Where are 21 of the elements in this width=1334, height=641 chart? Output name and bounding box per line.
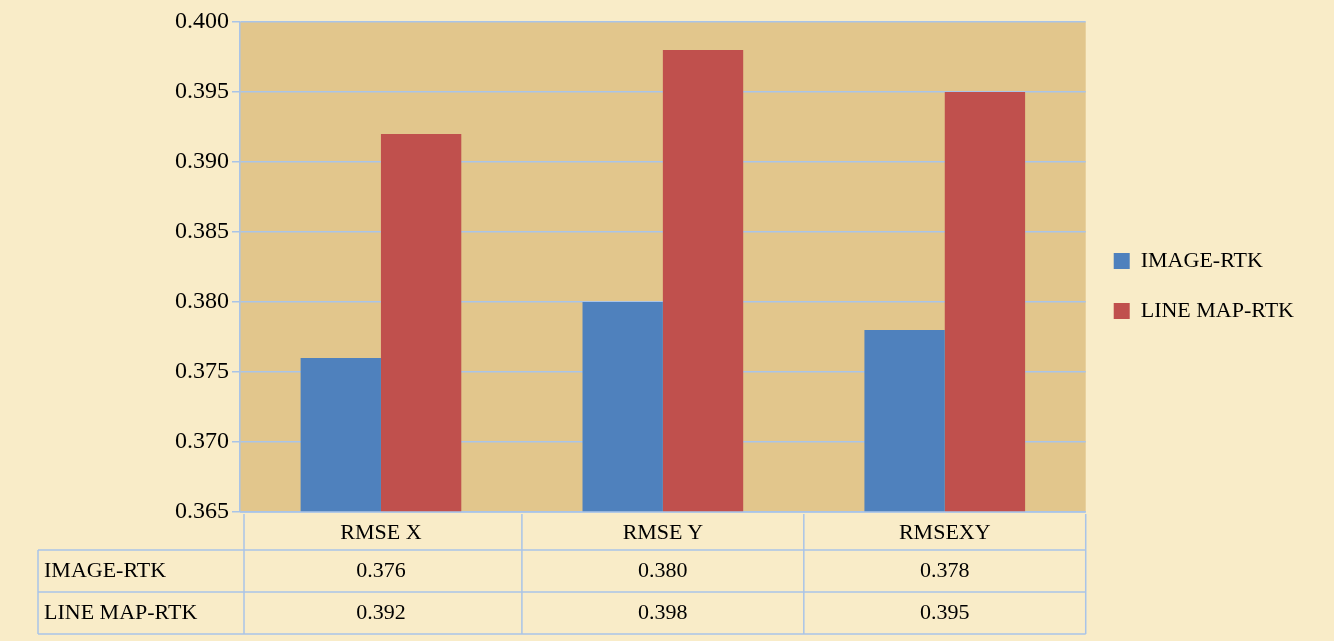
y-tick-label: 0.370	[175, 427, 229, 454]
y-tick-label: 0.390	[175, 147, 229, 174]
data-label: 0.395	[920, 598, 970, 624]
data-label: 0.398	[638, 598, 688, 624]
y-tick-label: 0.380	[175, 287, 229, 314]
text: IMAGE-RTK	[44, 556, 167, 582]
y-tick-label: 0.375	[175, 357, 229, 384]
data-label: 0.392	[356, 598, 406, 624]
legend-label: IMAGE-RTK	[1140, 246, 1263, 272]
data-label: 0.378	[920, 556, 970, 582]
x-tick-label: RMSEXY	[898, 518, 991, 544]
y-tick-label: 0.395	[175, 77, 229, 104]
y-tick-label: 0.365	[175, 497, 229, 524]
y-tick-label: 0.400	[175, 7, 229, 34]
data-label: 0.376	[356, 556, 406, 582]
x-tick-label: RMSE X	[340, 518, 422, 544]
data-label: 0.380	[638, 556, 688, 582]
y-tick-label: 0.385	[175, 217, 229, 244]
text: LINE MAP-RTK	[44, 598, 198, 624]
legend-label: LINE MAP-RTK	[1140, 296, 1295, 322]
x-tick-label: RMSE Y	[622, 518, 704, 544]
